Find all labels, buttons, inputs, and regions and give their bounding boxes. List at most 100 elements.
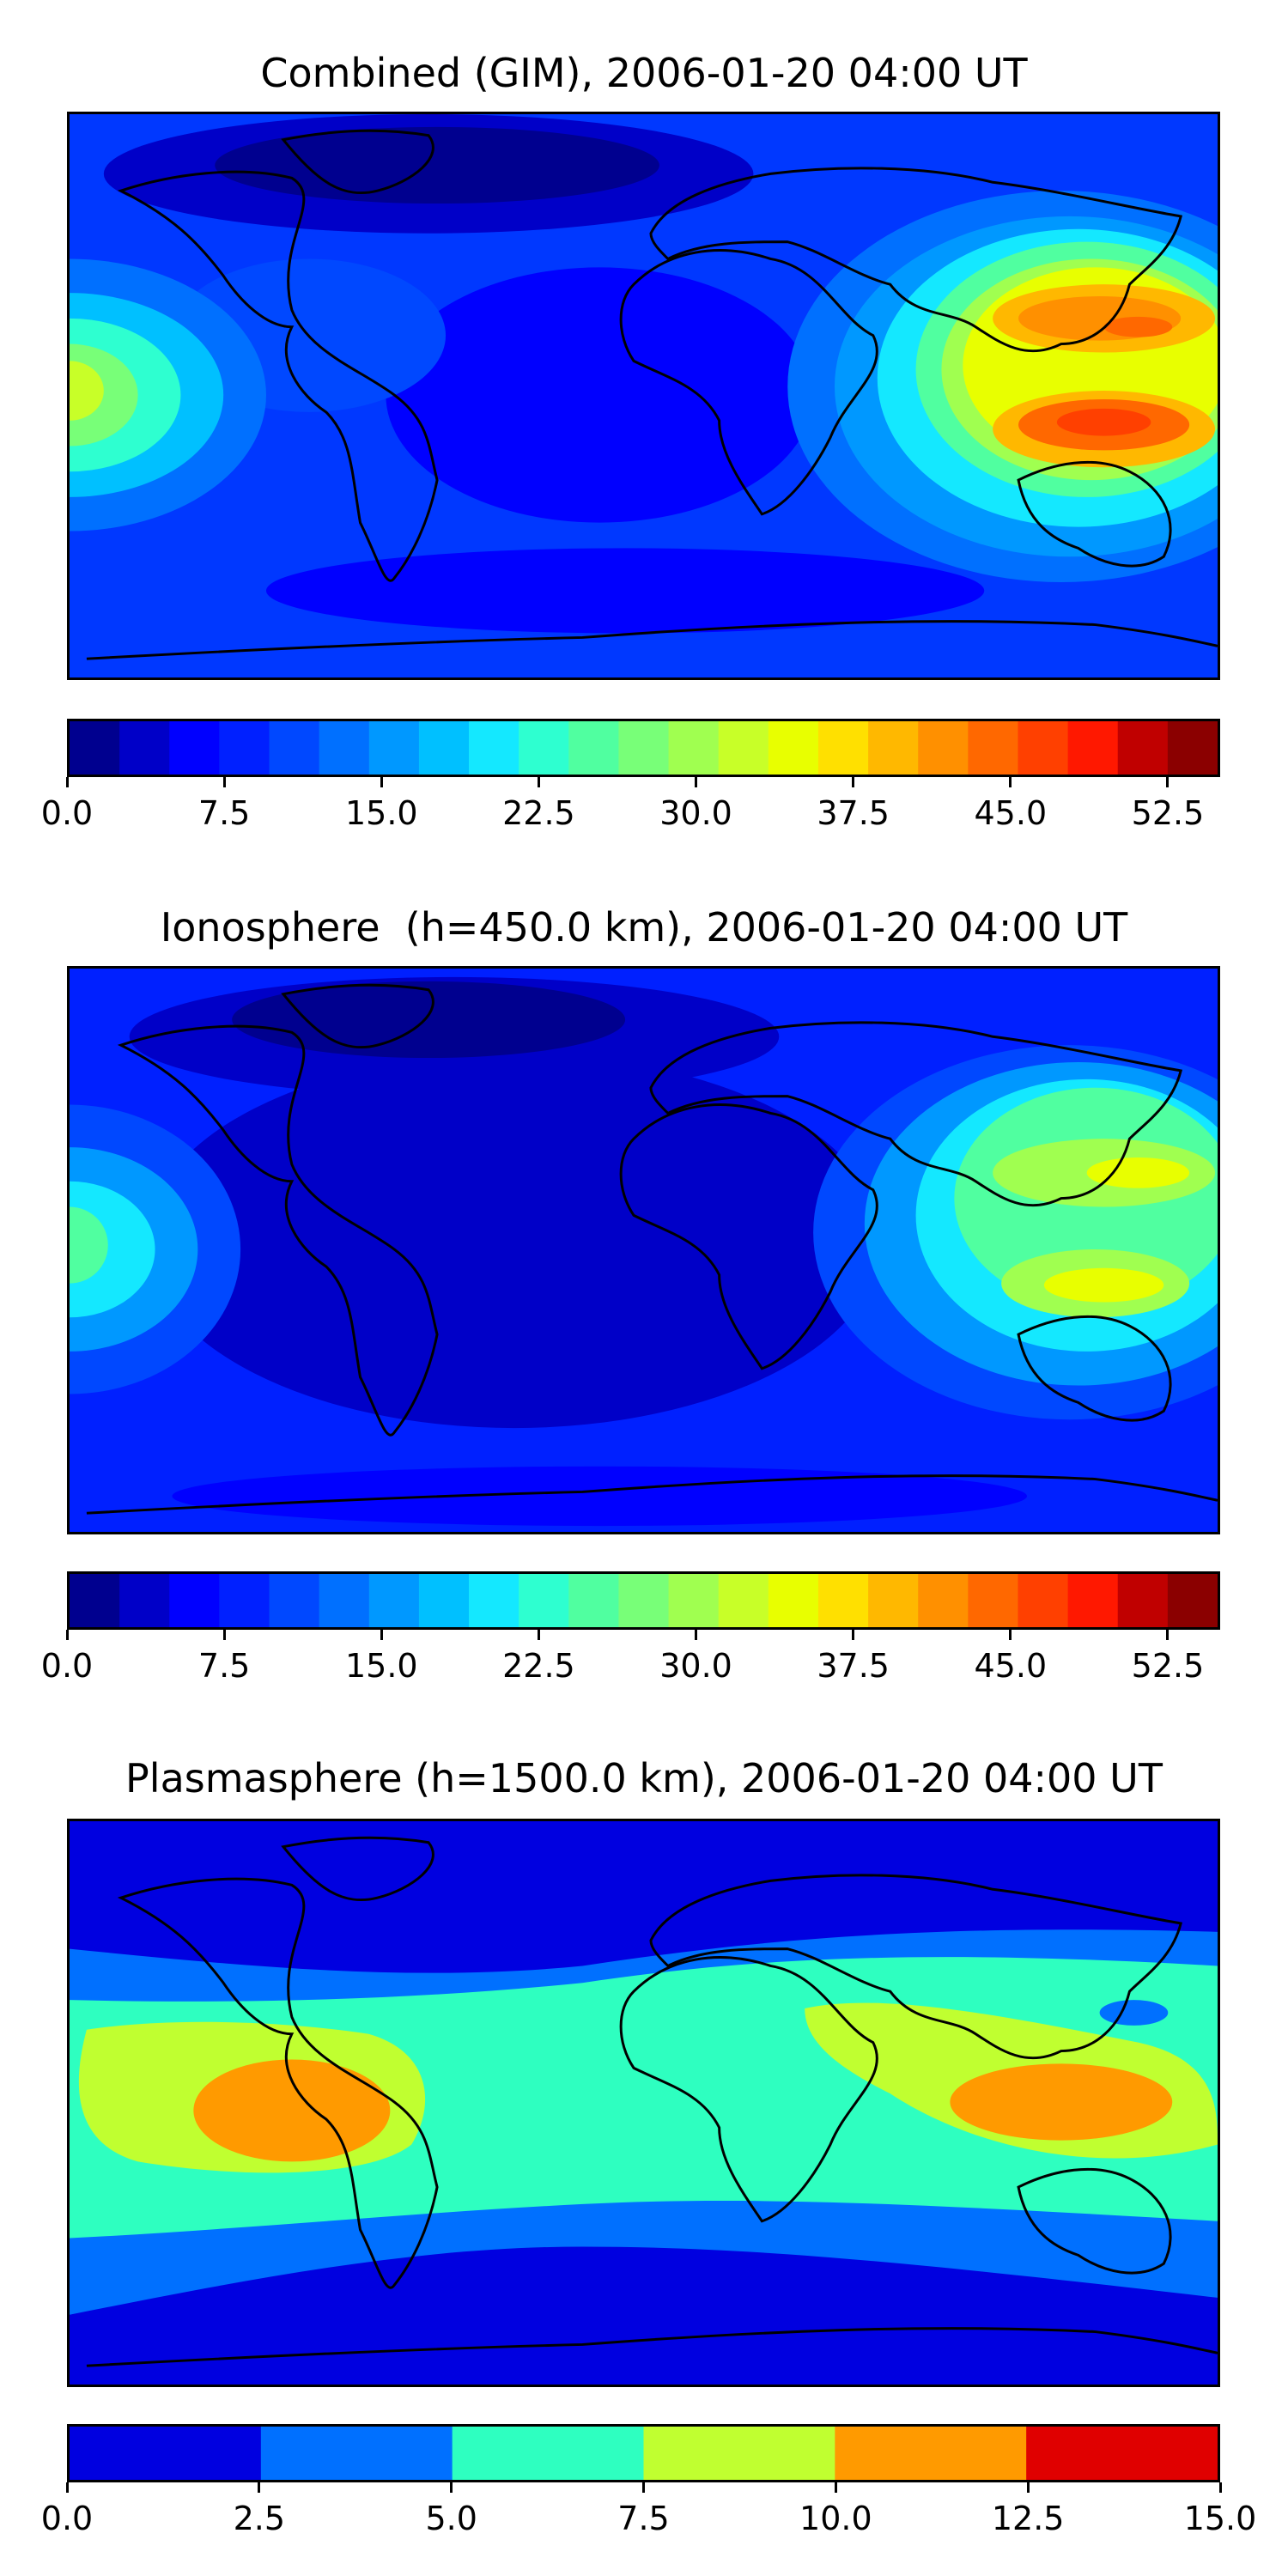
colorbar-swatch xyxy=(618,721,670,775)
colorbar-tick xyxy=(1026,2482,1030,2493)
americas-coastline xyxy=(117,1024,439,1437)
australia-coastline xyxy=(1017,460,1172,568)
level-contour xyxy=(265,548,985,634)
colorbar-swatch xyxy=(70,2427,262,2480)
africa-coastline xyxy=(619,1956,878,2223)
map-ionosphere xyxy=(67,966,1220,1534)
colorbar-swatch xyxy=(418,1574,470,1627)
colorbar-swatch xyxy=(918,1574,969,1627)
colorbar-swatch xyxy=(568,1574,620,1627)
colorbar-swatch xyxy=(868,1574,920,1627)
colorbar-swatch xyxy=(643,2427,836,2480)
colorbar-swatch xyxy=(119,1574,171,1627)
level-contour xyxy=(1043,1267,1164,1303)
eurasia-coastline xyxy=(649,167,1183,353)
colorbar-swatch xyxy=(1018,1574,1069,1627)
americas-coastline xyxy=(117,170,439,582)
colorbar-tick xyxy=(1166,777,1170,787)
panel-title: Ionosphere (h=450.0 km), 2006-01-20 04:0… xyxy=(160,904,1128,951)
colorbar-swatch xyxy=(1026,2427,1218,2480)
colorbar-tick xyxy=(1166,1630,1170,1640)
colorbar-tick xyxy=(852,1630,855,1640)
colorbar-swatch xyxy=(368,721,420,775)
americas-coastline xyxy=(117,1877,439,2289)
colorbar-tick xyxy=(695,777,698,787)
colorbar-tick xyxy=(258,2482,261,2493)
colorbar-swatch xyxy=(1067,1574,1119,1627)
colorbar-swatches xyxy=(70,721,1218,775)
colorbar-swatches xyxy=(70,2427,1218,2480)
colorbar-tick-label: 52.5 xyxy=(1131,1647,1205,1685)
colorbar-tick xyxy=(65,1630,69,1640)
colorbar-tick-label: 45.0 xyxy=(974,794,1048,832)
heatmap-plasmasphere xyxy=(70,1821,1218,2385)
colorbar-swatch xyxy=(618,1574,670,1627)
colorbar-swatch xyxy=(817,1574,869,1627)
colorbar-swatch xyxy=(169,721,221,775)
colorbar-swatch xyxy=(269,1574,320,1627)
colorbar-ticks: 0.0 2.5 5.0 7.5 10.0 12.5 15.0 xyxy=(41,2482,1256,2537)
colorbar-swatch xyxy=(519,1574,570,1627)
map-combined xyxy=(67,112,1220,680)
colorbar-tick xyxy=(1009,1630,1012,1640)
colorbar-plasmasphere xyxy=(67,2424,1220,2482)
panel-title: Combined (GIM), 2006-01-20 04:00 UT xyxy=(260,50,1028,96)
level-contour xyxy=(950,2063,1173,2141)
level-contour xyxy=(215,126,659,204)
colorbar-swatch xyxy=(918,721,969,775)
colorbar-swatch xyxy=(718,721,769,775)
greenland-coastline xyxy=(281,1836,434,1902)
africa-coastline xyxy=(619,1103,878,1370)
level-contour xyxy=(193,2059,391,2162)
colorbar-tick xyxy=(380,1630,383,1640)
colorbar-tick-label: 5.0 xyxy=(425,2500,477,2537)
australia-coastline xyxy=(1017,1315,1172,1422)
antarctica-coastline xyxy=(86,2327,1218,2367)
colorbar-swatch xyxy=(768,721,819,775)
colorbar-tick-label: 37.5 xyxy=(817,794,890,832)
colorbar-tick xyxy=(695,1630,698,1640)
colorbar-tick xyxy=(1218,2482,1222,2493)
colorbar-tick-label: 37.5 xyxy=(817,1647,890,1685)
colorbar-tick xyxy=(222,777,226,787)
level-contour xyxy=(1056,408,1151,436)
colorbar-swatch xyxy=(1117,721,1169,775)
antarctica-coastline xyxy=(86,620,1218,660)
colorbar-tick xyxy=(537,1630,540,1640)
colorbar-swatch xyxy=(219,1574,270,1627)
colorbar-swatch xyxy=(70,721,120,775)
colorbar-tick-label: 0.0 xyxy=(40,1647,94,1685)
australia-coastline xyxy=(1017,2167,1172,2275)
colorbar-swatch xyxy=(418,721,470,775)
eurasia-coastline xyxy=(649,1021,1183,1207)
colorbar-ticks: 0.0 7.5 15.0 22.5 30.0 37.5 45.0 52.5 xyxy=(41,1630,1220,1685)
colorbar-tick-label: 45.0 xyxy=(974,1647,1048,1685)
colorbar-swatch xyxy=(1167,1574,1218,1627)
level-contour xyxy=(146,1054,882,1429)
antarctica-coastline xyxy=(86,1474,1218,1515)
colorbar-tick-label: 22.5 xyxy=(502,794,575,832)
colorbar-tick-label: 0.0 xyxy=(40,2500,94,2537)
colorbar-tick xyxy=(834,2482,837,2493)
heatmap-combined xyxy=(70,114,1218,677)
level-contour xyxy=(1099,2000,1169,2026)
greenland-coastline xyxy=(281,129,434,195)
colorbar-tick xyxy=(1009,777,1012,787)
heatmap-ionosphere xyxy=(70,969,1218,1532)
colorbar-swatch xyxy=(519,721,570,775)
eurasia-coastline xyxy=(649,1874,1183,2060)
colorbar-tick-label: 15.0 xyxy=(344,794,418,832)
colorbar-tick-label: 22.5 xyxy=(502,1647,575,1685)
colorbar-swatch xyxy=(835,2427,1027,2480)
colorbar-tick-label: 52.5 xyxy=(1131,794,1205,832)
colorbar-swatch xyxy=(260,2427,453,2480)
colorbar-swatch xyxy=(668,721,720,775)
coastlines xyxy=(86,129,1218,660)
colorbar-tick-label: 15.0 xyxy=(344,1647,418,1685)
colorbar-swatch xyxy=(469,1574,519,1627)
coastlines xyxy=(86,1836,1218,2367)
colorbar-tick xyxy=(852,777,855,787)
colorbar-tick-label: 7.5 xyxy=(197,794,251,832)
colorbar-swatch xyxy=(452,2427,645,2480)
colorbar-tick-label: 12.5 xyxy=(991,2500,1065,2537)
